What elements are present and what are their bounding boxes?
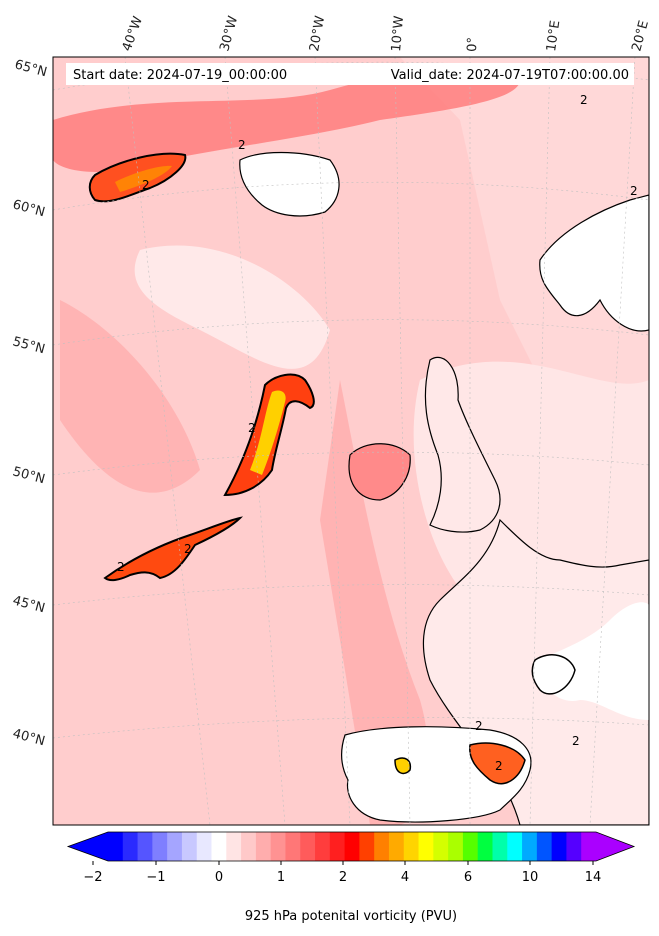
lon-label-10e: 10°E [544,20,563,53]
colorbar-tick-label: 14 [585,870,602,885]
colorbar-swatch [285,832,301,861]
pv-core [115,165,172,192]
colorbar-outline [66,831,636,862]
colorbar-swatch [137,832,153,861]
pv-contour-iberia-core [394,757,412,775]
colorbar-swatch [181,832,198,861]
contour-label-1: 2 [142,178,150,192]
colorbar-tick-label: 1 [277,870,285,885]
colorbar-swatch [388,832,405,861]
pv-core-comma [250,390,286,475]
colorbar-swatch [566,832,582,861]
colorbar-tick-label: 4 [401,870,409,885]
lat-label-55n: 55°N [11,334,47,357]
colorbar-swatch [536,832,553,861]
lat-label-45n: 45°N [11,593,47,616]
colorbar-tick-label: −1 [146,870,165,885]
contour-label-3: 2 [248,421,256,435]
colorbar-swatch [255,832,272,861]
header-box [66,63,634,85]
map-panel: 2 2 2 2 2 2 2 2 2 2 [53,57,649,825]
colorbar-swatch [418,832,434,861]
colorbar-tick-label: 2 [339,870,347,885]
colorbar-tick-label: 0 [215,870,223,885]
contour-label-9: 2 [580,93,588,107]
contour-label-6: 2 [475,719,483,733]
colorbar-tick-label: 6 [464,870,472,885]
valid-date-label: Valid_date: 2024-07-19T07:00:00.00 [391,68,629,83]
lon-label-20w: 20°W [307,15,328,53]
colorbar-swatch [329,832,346,861]
start-date-label: Start date: 2024-07-19_00:00:00 [73,68,287,83]
colorbar-swatch [359,832,375,861]
lat-label-60n: 60°N [11,197,47,220]
colorbar-swatch [477,832,493,861]
colorbar: −2 −1 0 1 2 4 6 10 14 [66,831,636,885]
alps-land [540,602,649,720]
colorbar-tick-label: −2 [83,870,102,885]
iceland-land [239,151,340,217]
colorbar-swatch [122,832,139,861]
contour-label-7: 2 [495,759,503,773]
colorbar-swatch [403,832,420,861]
colorbar-swatch [507,832,523,861]
lon-label-30w: 30°W [217,14,241,53]
colorbar-swatch [315,832,331,861]
colorbar-swatch [152,832,168,861]
colorbar-swatch [448,832,464,861]
colorbar-title: 925 hPa potenital vorticity (PVU) [245,909,457,924]
lat-label-65n: 65°N [13,57,49,80]
colorbar-swatch [462,832,479,861]
pv-north-band [53,69,520,172]
colorbar-swatch [492,832,508,861]
colorbar-tick-label: 10 [522,870,539,885]
colorbar-swatch [522,832,538,861]
contour-label-8: 2 [572,734,580,748]
colorbar-swatch [433,832,449,861]
pv-band-west [60,300,200,493]
pv-low-zone [134,245,330,369]
lat-label-50n: 50°N [11,464,47,487]
pv-contour-iberia [469,742,526,785]
colorbar-swatch [270,832,286,861]
lat-label-40n: 40°N [11,726,47,749]
pv-band-south [320,380,429,825]
colorbar-swatch [211,832,227,861]
lon-label-20e: 20°E [629,19,652,53]
colorbar-swatch [226,832,242,861]
colorbar-swatch [196,832,213,861]
graticule [53,57,649,825]
colorbar-swatch [167,832,183,861]
contour-label-2: 2 [238,138,246,152]
contour-label-4: 2 [117,560,125,574]
colorbar-swatch [581,832,597,861]
lon-label-0: 0° [465,37,481,52]
scandinavia-land [539,194,649,332]
colorbar-swatch [300,832,316,861]
lon-label-40w: 40°W [120,14,146,53]
corsica-land [531,654,576,695]
colorbar-extend-min [68,832,108,861]
colorbar-swatch [108,832,124,861]
contour-label-5: 2 [184,542,192,556]
great-britain-land [424,356,501,533]
contour-label-10: 2 [630,184,638,198]
colorbar-swatch [241,832,257,861]
colorbar-swatch [344,832,360,861]
colorbar-swatch [374,832,390,861]
pv-low-zone-europe [413,361,649,624]
colorbar-extend-max [596,832,634,861]
colorbar-swatch [551,832,567,861]
map-frame [52,56,650,826]
pv-contour-band-47n [103,516,244,582]
lon-label-10w: 10°W [389,15,407,52]
